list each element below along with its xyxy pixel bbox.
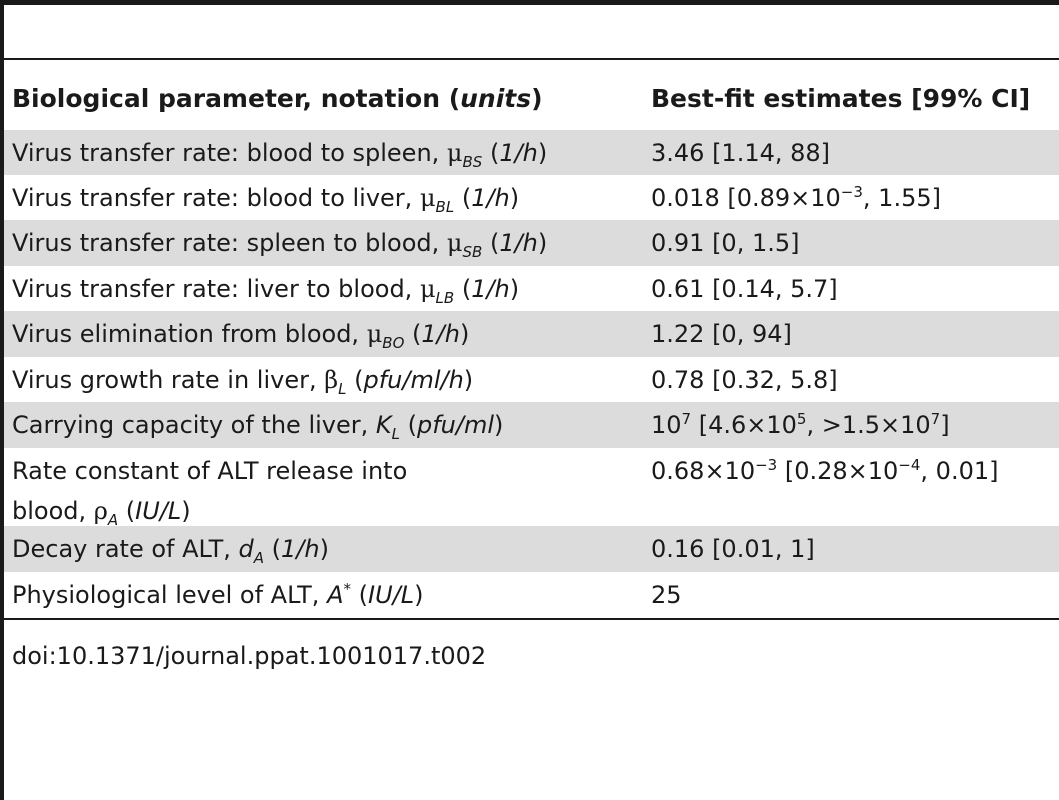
doi-caption: doi:10.1371/journal.ppat.1001017.t002 — [12, 642, 487, 670]
parameter-cell: Virus transfer rate: blood to spleen, μB… — [12, 139, 548, 171]
parameter-cell: Physiological level of ALT, A* (IU/L) — [12, 580, 424, 609]
column-header-parameter: Biological parameter, notation (units) — [12, 84, 543, 113]
estimate-cell: 3.46 [1.14, 88] — [651, 139, 831, 167]
parameter-cell: Carrying capacity of the liver, KL (pfu/… — [12, 411, 504, 443]
top-border — [0, 0, 1059, 5]
estimate-cell: 0.61 [0.14, 5.7] — [651, 275, 838, 303]
estimate-cell: 0.018 [0.89×10−3, 1.55] — [651, 183, 941, 212]
estimate-cell: 107 [4.6×105, >1.5×107] — [651, 410, 950, 439]
table-bottom-rule — [4, 618, 1059, 620]
parameter-cell: Virus elimination from blood, μBO (1/h) — [12, 320, 470, 352]
parameter-cell: Virus growth rate in liver, βL (pfu/ml/h… — [12, 366, 474, 398]
header-top-rule — [4, 58, 1059, 60]
parameter-cell: Rate constant of ALT release into blood, … — [12, 457, 408, 529]
table-row: Virus growth rate in liver, βL (pfu/ml/h… — [4, 357, 1059, 402]
estimate-cell: 0.91 [0, 1.5] — [651, 229, 800, 257]
table-row: Virus transfer rate: liver to blood, μLB… — [4, 266, 1059, 311]
estimate-cell: 0.16 [0.01, 1] — [651, 535, 815, 563]
table-row: Virus elimination from blood, μBO (1/h) … — [4, 311, 1059, 357]
estimate-cell: 25 — [651, 581, 682, 609]
table-row: Virus transfer rate: spleen to blood, μS… — [4, 220, 1059, 266]
parameter-cell: Virus transfer rate: spleen to blood, μS… — [12, 229, 548, 261]
table-row: Virus transfer rate: blood to liver, μBL… — [4, 175, 1059, 220]
table-row: Virus transfer rate: blood to spleen, μB… — [4, 130, 1059, 175]
table-row: Physiological level of ALT, A* (IU/L) 25 — [4, 572, 1059, 618]
estimate-cell: 1.22 [0, 94] — [651, 320, 792, 348]
table-row: Decay rate of ALT, dA (1/h) 0.16 [0.01, … — [4, 526, 1059, 572]
parameter-cell: Decay rate of ALT, dA (1/h) — [12, 535, 329, 567]
table-row: Rate constant of ALT release into blood, … — [4, 448, 1059, 527]
table-row: Carrying capacity of the liver, KL (pfu/… — [4, 402, 1059, 448]
parameter-cell: Virus transfer rate: blood to liver, μBL… — [12, 184, 520, 216]
estimate-cell: 0.68×10−3 [0.28×10−4, 0.01] — [651, 456, 999, 485]
column-header-estimate: Best-fit estimates [99% CI] — [651, 84, 1031, 113]
estimate-cell: 0.78 [0.32, 5.8] — [651, 366, 838, 394]
parameter-cell: Virus transfer rate: liver to blood, μLB… — [12, 275, 520, 307]
left-border — [0, 0, 4, 800]
